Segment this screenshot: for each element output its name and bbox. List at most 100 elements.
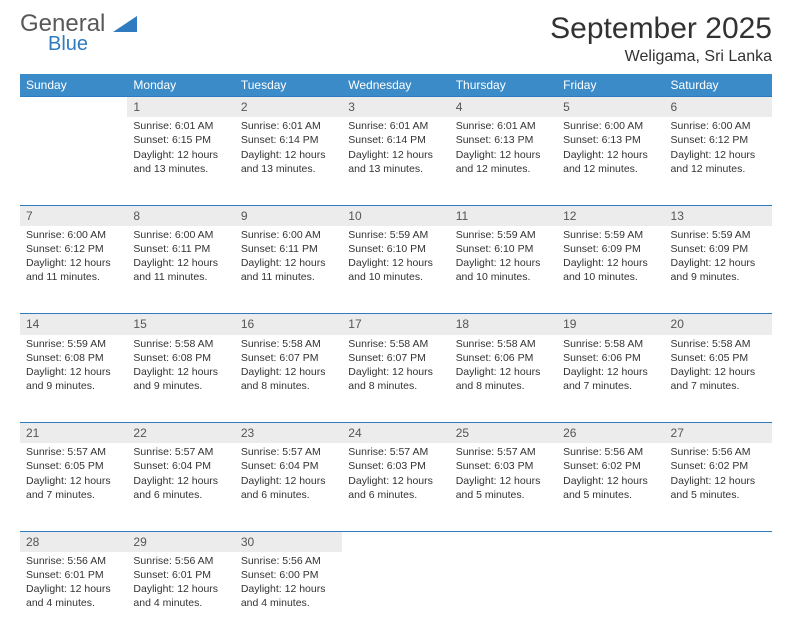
sunrise-line: Sunrise: 5:59 AM: [26, 337, 121, 351]
sunset-line: Sunset: 6:02 PM: [563, 459, 658, 473]
weekday-header: Monday: [127, 74, 234, 97]
sunrise-line: Sunrise: 6:00 AM: [241, 228, 336, 242]
daylight-line: Daylight: 12 hours and 11 minutes.: [26, 256, 121, 284]
day-number: 7: [20, 205, 127, 226]
day-cell: Sunrise: 5:56 AMSunset: 6:02 PMDaylight:…: [557, 443, 664, 531]
sunrise-line: Sunrise: 5:57 AM: [26, 445, 121, 459]
sunrise-line: Sunrise: 5:56 AM: [671, 445, 766, 459]
sunset-line: Sunset: 6:10 PM: [456, 242, 551, 256]
sunset-line: Sunset: 6:08 PM: [133, 351, 228, 365]
day-cell-empty: [342, 552, 449, 640]
day-cell: Sunrise: 5:59 AMSunset: 6:10 PMDaylight:…: [342, 226, 449, 314]
day-cell: Sunrise: 5:58 AMSunset: 6:07 PMDaylight:…: [235, 335, 342, 423]
day-cell: Sunrise: 6:00 AMSunset: 6:12 PMDaylight:…: [665, 117, 772, 205]
day-cell: Sunrise: 6:01 AMSunset: 6:14 PMDaylight:…: [342, 117, 449, 205]
day-number: 13: [665, 205, 772, 226]
daylight-line: Daylight: 12 hours and 7 minutes.: [671, 365, 766, 393]
daylight-line: Daylight: 12 hours and 10 minutes.: [456, 256, 551, 284]
day-number: 24: [342, 423, 449, 444]
day-number: 6: [665, 97, 772, 118]
day-number-row: 282930: [20, 531, 772, 552]
daylight-line: Daylight: 12 hours and 13 minutes.: [348, 148, 443, 176]
daylight-line: Daylight: 12 hours and 13 minutes.: [133, 148, 228, 176]
sunset-line: Sunset: 6:01 PM: [26, 568, 121, 582]
day-number: 17: [342, 314, 449, 335]
sunset-line: Sunset: 6:05 PM: [26, 459, 121, 473]
weekday-header: Friday: [557, 74, 664, 97]
day-number: 27: [665, 423, 772, 444]
day-number-empty: [665, 531, 772, 552]
sunset-line: Sunset: 6:00 PM: [241, 568, 336, 582]
logo-word2: Blue: [48, 33, 137, 56]
daylight-line: Daylight: 12 hours and 8 minutes.: [241, 365, 336, 393]
weekday-header: Wednesday: [342, 74, 449, 97]
day-number: 29: [127, 531, 234, 552]
daylight-line: Daylight: 12 hours and 12 minutes.: [563, 148, 658, 176]
sunrise-line: Sunrise: 5:58 AM: [133, 337, 228, 351]
day-number: 2: [235, 97, 342, 118]
day-number: 3: [342, 97, 449, 118]
sunset-line: Sunset: 6:04 PM: [133, 459, 228, 473]
day-cell-empty: [450, 552, 557, 640]
header: General Blue September 2025 Weligama, Sr…: [20, 12, 772, 66]
daylight-line: Daylight: 12 hours and 5 minutes.: [456, 474, 551, 502]
daylight-line: Daylight: 12 hours and 10 minutes.: [563, 256, 658, 284]
weekday-header: Tuesday: [235, 74, 342, 97]
day-cell: Sunrise: 5:56 AMSunset: 6:01 PMDaylight:…: [20, 552, 127, 640]
daylight-line: Daylight: 12 hours and 7 minutes.: [26, 474, 121, 502]
day-number: 22: [127, 423, 234, 444]
sunrise-line: Sunrise: 5:58 AM: [456, 337, 551, 351]
sunrise-line: Sunrise: 6:00 AM: [671, 119, 766, 133]
day-cell: Sunrise: 5:58 AMSunset: 6:08 PMDaylight:…: [127, 335, 234, 423]
day-cell: Sunrise: 5:56 AMSunset: 6:01 PMDaylight:…: [127, 552, 234, 640]
sunset-line: Sunset: 6:06 PM: [456, 351, 551, 365]
day-number: 4: [450, 97, 557, 118]
daylight-line: Daylight: 12 hours and 12 minutes.: [671, 148, 766, 176]
sunrise-line: Sunrise: 5:59 AM: [563, 228, 658, 242]
sunset-line: Sunset: 6:02 PM: [671, 459, 766, 473]
day-cell: Sunrise: 5:59 AMSunset: 6:09 PMDaylight:…: [557, 226, 664, 314]
sunset-line: Sunset: 6:03 PM: [456, 459, 551, 473]
day-cell: Sunrise: 5:57 AMSunset: 6:04 PMDaylight:…: [235, 443, 342, 531]
sunset-line: Sunset: 6:10 PM: [348, 242, 443, 256]
sunrise-line: Sunrise: 5:57 AM: [133, 445, 228, 459]
month-title: September 2025: [550, 12, 772, 46]
sunset-line: Sunset: 6:14 PM: [241, 133, 336, 147]
daylight-line: Daylight: 12 hours and 13 minutes.: [241, 148, 336, 176]
day-number-row: 21222324252627: [20, 423, 772, 444]
sunrise-line: Sunrise: 5:56 AM: [241, 554, 336, 568]
day-cell: Sunrise: 6:00 AMSunset: 6:11 PMDaylight:…: [127, 226, 234, 314]
daylight-line: Daylight: 12 hours and 8 minutes.: [456, 365, 551, 393]
day-cell: Sunrise: 5:56 AMSunset: 6:02 PMDaylight:…: [665, 443, 772, 531]
daylight-line: Daylight: 12 hours and 5 minutes.: [563, 474, 658, 502]
day-cell: Sunrise: 5:58 AMSunset: 6:06 PMDaylight:…: [557, 335, 664, 423]
sunrise-line: Sunrise: 5:56 AM: [563, 445, 658, 459]
day-number: 28: [20, 531, 127, 552]
weekday-header: Saturday: [665, 74, 772, 97]
sunrise-line: Sunrise: 6:00 AM: [26, 228, 121, 242]
sunset-line: Sunset: 6:06 PM: [563, 351, 658, 365]
day-data-row: Sunrise: 6:01 AMSunset: 6:15 PMDaylight:…: [20, 117, 772, 205]
sunrise-line: Sunrise: 5:57 AM: [241, 445, 336, 459]
day-cell: Sunrise: 5:56 AMSunset: 6:00 PMDaylight:…: [235, 552, 342, 640]
sunrise-line: Sunrise: 6:00 AM: [563, 119, 658, 133]
day-cell: Sunrise: 5:59 AMSunset: 6:08 PMDaylight:…: [20, 335, 127, 423]
sunrise-line: Sunrise: 5:58 AM: [348, 337, 443, 351]
sunrise-line: Sunrise: 5:59 AM: [456, 228, 551, 242]
day-cell: Sunrise: 5:57 AMSunset: 6:05 PMDaylight:…: [20, 443, 127, 531]
sunrise-line: Sunrise: 5:58 AM: [671, 337, 766, 351]
sunrise-line: Sunrise: 5:56 AM: [26, 554, 121, 568]
sunset-line: Sunset: 6:11 PM: [133, 242, 228, 256]
sunset-line: Sunset: 6:04 PM: [241, 459, 336, 473]
day-cell: Sunrise: 6:00 AMSunset: 6:13 PMDaylight:…: [557, 117, 664, 205]
day-number: 15: [127, 314, 234, 335]
sunrise-line: Sunrise: 5:57 AM: [348, 445, 443, 459]
day-number-row: 123456: [20, 97, 772, 118]
sunrise-line: Sunrise: 6:00 AM: [133, 228, 228, 242]
daylight-line: Daylight: 12 hours and 4 minutes.: [26, 582, 121, 610]
sunset-line: Sunset: 6:12 PM: [26, 242, 121, 256]
day-number: 18: [450, 314, 557, 335]
daylight-line: Daylight: 12 hours and 11 minutes.: [133, 256, 228, 284]
day-number-empty: [342, 531, 449, 552]
day-cell: Sunrise: 6:01 AMSunset: 6:15 PMDaylight:…: [127, 117, 234, 205]
